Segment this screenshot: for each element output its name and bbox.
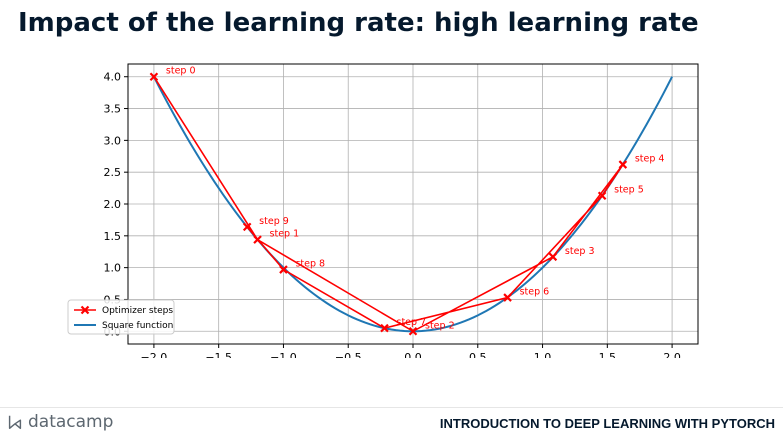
brand-name: datacamp — [28, 412, 114, 432]
course-title: INTRODUCTION TO DEEP LEARNING WITH PYTOR… — [439, 416, 775, 431]
step-label: step 6 — [520, 287, 550, 298]
step-label: step 1 — [270, 229, 300, 240]
step-labels: step 0 step 1 step 2 step 3 step 4 step 5 step… — [166, 66, 665, 332]
x-axis: −2.0 −1.5 −1.0 −0.5 0.0 0.5 1.0 1.5 2.0 — [141, 344, 681, 358]
step-label: step 2 — [425, 320, 455, 331]
legend-label-square-function: Square function — [102, 321, 173, 331]
y-tick-label: 2.5 — [104, 166, 122, 179]
x-tick-label: −1.0 — [270, 351, 297, 358]
legend-marker-x — [80, 305, 90, 315]
x-tick-label: 1.0 — [534, 351, 552, 358]
x-tick-label: −2.0 — [141, 351, 168, 358]
y-tick-label: 1.0 — [104, 262, 122, 275]
x-tick-label: −0.5 — [335, 351, 362, 358]
step-marker — [253, 235, 262, 244]
legend-label-optimizer-steps: Optimizer steps — [102, 306, 173, 316]
step-marker — [242, 222, 252, 232]
step-marker — [408, 326, 418, 336]
step-marker — [279, 265, 288, 274]
step-label: step 0 — [166, 66, 196, 77]
step-label: step 3 — [565, 246, 595, 257]
x-tick-label: 1.5 — [599, 351, 617, 358]
legend: Optimizer steps Square function — [67, 299, 175, 335]
grid — [128, 64, 698, 344]
step-label: step 4 — [635, 154, 665, 165]
y-tick-label: 2.0 — [104, 198, 122, 211]
optimizer-steps-line — [153, 76, 624, 333]
x-tick-label: 0.5 — [469, 351, 487, 358]
step-marker — [548, 252, 558, 262]
step-label: step 7 — [397, 317, 427, 328]
optimizer-step-markers — [149, 72, 628, 336]
step-label: step 5 — [614, 185, 644, 196]
step-marker — [618, 160, 628, 169]
x-tick-label: −1.5 — [205, 351, 232, 358]
y-tick-label: 4.0 — [104, 71, 122, 84]
x-tick-label: 2.0 — [663, 351, 681, 358]
datacamp-brand: datacamp — [6, 412, 113, 432]
step-marker — [149, 72, 159, 82]
x-tick-label: 0.0 — [404, 351, 422, 358]
step-marker — [597, 191, 607, 201]
slide-title: Impact of the learning rate: high learni… — [18, 8, 699, 38]
step-label: step 9 — [259, 216, 289, 227]
step-marker — [380, 323, 389, 333]
y-tick-label: 1.5 — [104, 230, 122, 243]
step-marker — [503, 293, 512, 302]
learning-rate-chart: −2.0 −1.5 −1.0 −0.5 0.0 0.5 1.0 1.5 2.0 0.0 0.5 1.… — [67, 63, 699, 358]
y-axis: 0.00.51.01.52.02.53.03.54.0 — [104, 71, 128, 338]
legend-marker-optimizer-steps — [80, 305, 90, 315]
footer-divider — [0, 407, 783, 408]
step-label: step 8 — [295, 259, 325, 270]
datacamp-logo-icon — [8, 415, 22, 430]
y-tick-label: 3.0 — [104, 134, 122, 147]
y-tick-label: 3.5 — [104, 103, 122, 116]
